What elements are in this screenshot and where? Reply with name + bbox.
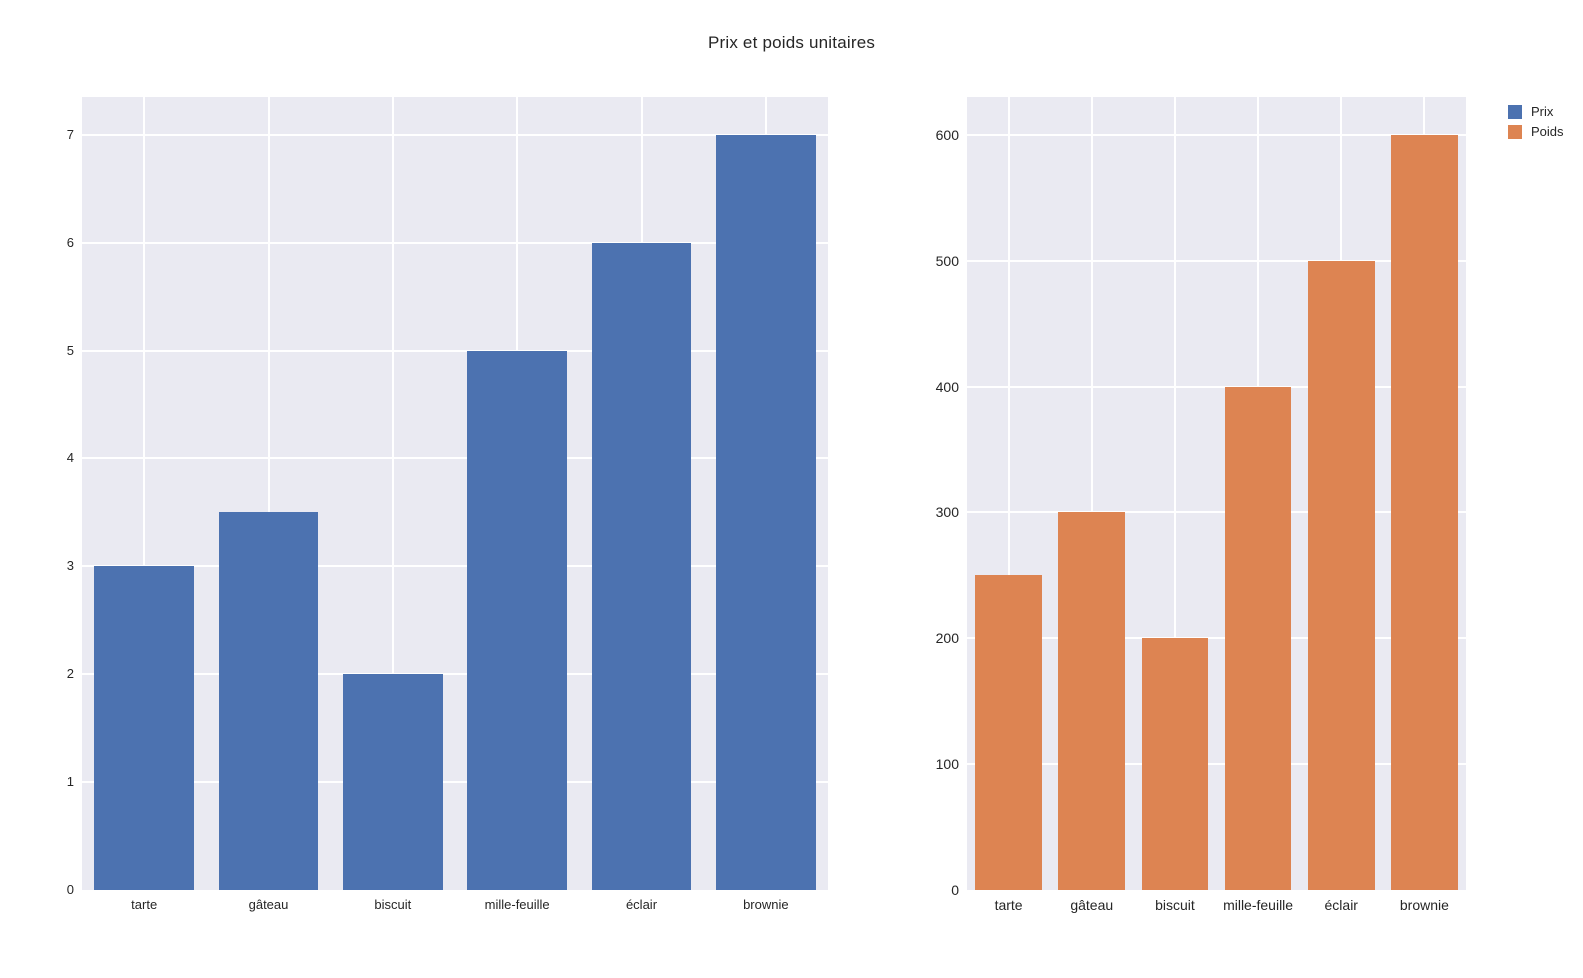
y-tick-label: 0 bbox=[66, 882, 74, 897]
horizontal-gridline bbox=[82, 241, 828, 244]
vertical-gridline bbox=[1007, 97, 1010, 890]
y-tick-label: 300 bbox=[935, 504, 959, 521]
prix-color-swatch bbox=[1508, 104, 1522, 119]
legend-label-prix: Prix bbox=[1531, 104, 1554, 119]
bar-tarte bbox=[94, 566, 194, 890]
bar-mille-feuille bbox=[1224, 386, 1292, 890]
prix-bar-chart: 0 1 2 3 4 5 6 7 tarte gâteau biscuit mille-feuille é… bbox=[67, 97, 828, 912]
x-tick-label: biscuit bbox=[1155, 897, 1195, 913]
bar-éclair bbox=[591, 242, 692, 890]
legend-entry-prix: Prix bbox=[1508, 104, 1564, 119]
bar-gâteau bbox=[218, 512, 319, 890]
horizontal-gridline bbox=[967, 259, 1466, 262]
horizontal-gridline bbox=[967, 637, 1466, 640]
x-tick-label: éclair bbox=[1324, 897, 1358, 913]
horizontal-gridline bbox=[82, 565, 828, 568]
horizontal-gridline bbox=[82, 349, 828, 352]
x-tick-label: biscuit bbox=[374, 897, 412, 912]
x-tick-label: gâteau bbox=[248, 897, 289, 912]
horizontal-gridline bbox=[82, 133, 828, 136]
bar-tarte bbox=[975, 575, 1042, 890]
x-tick-label: éclair bbox=[625, 897, 658, 912]
bar-brownie bbox=[1391, 134, 1458, 890]
horizontal-gridline bbox=[82, 781, 828, 784]
legend: Prix Poids bbox=[1508, 104, 1564, 144]
bar-éclair bbox=[1307, 260, 1375, 890]
horizontal-gridline bbox=[967, 511, 1466, 514]
bar-mille-feuille bbox=[467, 350, 567, 890]
x-tick-label: gâteau bbox=[1070, 897, 1114, 913]
x-tick-label: brownie bbox=[1399, 897, 1449, 913]
y-tick-label: 2 bbox=[66, 666, 74, 682]
poids-bar-chart: 0 100 200 300 400 500 600 tarte gâteau biscuit mil… bbox=[936, 97, 1466, 913]
x-tick-label: tarte bbox=[994, 897, 1023, 913]
y-tick-label: 5 bbox=[66, 342, 74, 358]
y-tick-label: 200 bbox=[935, 630, 959, 647]
bar-gâteau bbox=[1058, 512, 1125, 890]
poids-color-swatch bbox=[1508, 124, 1522, 139]
horizontal-gridline bbox=[967, 385, 1466, 388]
y-tick-label: 0 bbox=[951, 882, 959, 898]
vertical-gridline bbox=[391, 97, 394, 890]
vertical-gridline bbox=[1090, 97, 1093, 890]
legend-label-poids: Poids bbox=[1531, 124, 1564, 139]
vertical-gridline bbox=[267, 97, 270, 890]
y-tick-label: 400 bbox=[935, 378, 959, 395]
x-tick-label: mille-feuille bbox=[484, 897, 550, 912]
y-tick-label: 500 bbox=[935, 252, 959, 269]
horizontal-gridline bbox=[82, 457, 828, 460]
bar-biscuit bbox=[343, 674, 443, 890]
x-tick-label: mille-feuille bbox=[1223, 897, 1294, 913]
x-tick-label: brownie bbox=[743, 897, 789, 912]
y-tick-label: 6 bbox=[66, 234, 74, 250]
vertical-gridline bbox=[143, 97, 146, 890]
y-tick-label: 1 bbox=[66, 774, 74, 790]
y-tick-label: 100 bbox=[935, 756, 959, 773]
y-tick-label: 600 bbox=[935, 126, 959, 143]
horizontal-gridline bbox=[967, 763, 1466, 766]
bar-biscuit bbox=[1141, 638, 1209, 890]
horizontal-gridline bbox=[967, 133, 1466, 136]
x-tick-label: tarte bbox=[131, 897, 158, 912]
horizontal-gridline bbox=[82, 673, 828, 676]
legend-entry-poids: Poids bbox=[1508, 124, 1564, 139]
y-tick-label: 7 bbox=[66, 126, 74, 142]
y-tick-label: 4 bbox=[66, 450, 74, 466]
y-tick-label: 3 bbox=[66, 558, 74, 574]
figure-title: Prix et poids unitaires bbox=[707, 33, 876, 52]
bar-brownie bbox=[716, 134, 816, 890]
vertical-gridline bbox=[1173, 97, 1176, 890]
